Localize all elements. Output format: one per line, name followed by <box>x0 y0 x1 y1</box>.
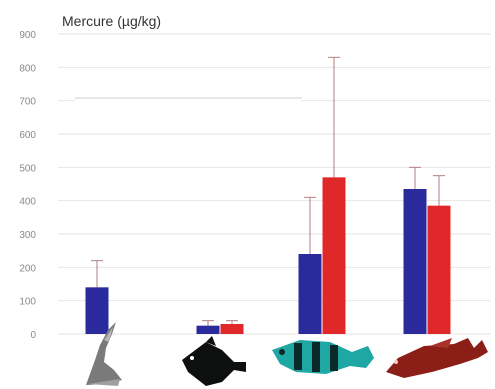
y-tick-label: 400 <box>19 197 36 208</box>
y-tick-label: 900 <box>19 30 36 41</box>
error-bars <box>91 56 445 326</box>
y-tick-label: 100 <box>19 297 36 308</box>
shellfish-icon <box>86 322 122 386</box>
bar-series-1-striped-teal-fish <box>298 254 322 334</box>
y-tick-label: 0 <box>30 330 36 341</box>
bars <box>85 177 451 334</box>
gridlines <box>58 33 490 335</box>
small-dark-fish-icon <box>182 336 246 386</box>
y-tick-label: 800 <box>19 63 36 74</box>
bar-series-1-red-fish <box>403 189 427 334</box>
y-tick-label: 700 <box>19 97 36 108</box>
bar-series-2-striped-teal-fish <box>322 177 346 334</box>
bar-series-2-small-dark-fish <box>220 324 244 334</box>
y-axis-ticks: 0 100 200 300 400 500 600 700 800 900 <box>19 30 36 341</box>
y-tick-label: 600 <box>19 130 36 141</box>
bar-series-2-red-fish <box>427 205 451 334</box>
striped-teal-fish-icon <box>272 340 374 374</box>
red-fish-icon <box>386 338 488 378</box>
y-tick-label: 200 <box>19 263 36 274</box>
bar-series-1-small-dark-fish <box>196 325 220 334</box>
legend-placeholder <box>75 97 302 113</box>
y-axis-label: Mercure (µg/kg) <box>62 13 161 29</box>
y-tick-label: 300 <box>19 230 36 241</box>
bar-series-1-shellfish <box>85 287 109 334</box>
y-tick-label: 500 <box>19 163 36 174</box>
